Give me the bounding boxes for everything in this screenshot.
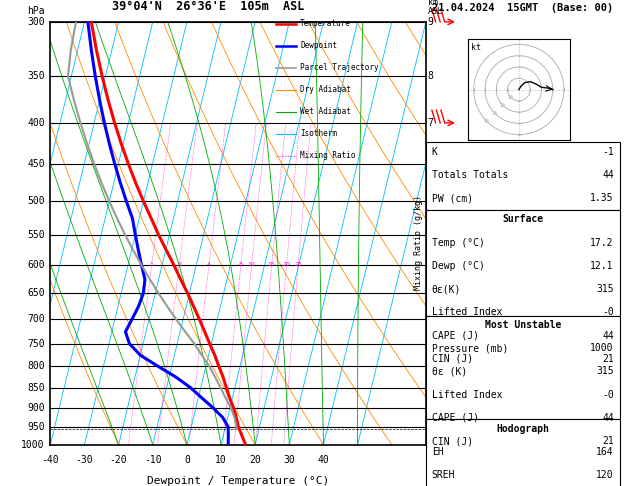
Text: 9: 9 <box>428 17 433 27</box>
Text: 5: 5 <box>428 196 433 206</box>
Text: Hodograph: Hodograph <box>496 424 549 434</box>
Text: 4: 4 <box>207 262 211 267</box>
Text: Mixing Ratio (g/kg): Mixing Ratio (g/kg) <box>414 195 423 291</box>
Text: Lifted Index: Lifted Index <box>431 390 502 399</box>
Text: Most Unstable: Most Unstable <box>484 320 561 330</box>
Text: 17.2: 17.2 <box>590 238 614 247</box>
Text: 700: 700 <box>27 314 45 325</box>
Text: 10: 10 <box>215 455 227 465</box>
Text: 25: 25 <box>294 262 302 267</box>
Text: 900: 900 <box>27 403 45 413</box>
Text: 20: 20 <box>282 262 290 267</box>
Text: 3: 3 <box>428 288 433 298</box>
Text: 10: 10 <box>508 95 514 100</box>
Text: 550: 550 <box>27 230 45 240</box>
Text: 400: 400 <box>27 118 45 128</box>
Text: Totals Totals: Totals Totals <box>431 170 508 180</box>
Text: 21: 21 <box>602 354 614 364</box>
Text: Dry Adiabat: Dry Adiabat <box>300 86 351 94</box>
Text: Mixing Ratio: Mixing Ratio <box>300 152 355 160</box>
Text: 15: 15 <box>268 262 276 267</box>
Text: 30: 30 <box>284 455 295 465</box>
Text: Parcel Trajectory: Parcel Trajectory <box>300 64 379 72</box>
Text: 21: 21 <box>602 436 614 446</box>
Text: Temp (°C): Temp (°C) <box>431 238 484 247</box>
Text: K: K <box>431 147 438 156</box>
Text: -0: -0 <box>602 390 614 399</box>
Text: -0: -0 <box>602 307 614 317</box>
Text: 39°04'N  26°36'E  105m  ASL: 39°04'N 26°36'E 105m ASL <box>112 0 304 14</box>
Text: 20: 20 <box>249 455 261 465</box>
Text: -20: -20 <box>110 455 128 465</box>
Text: θε (K): θε (K) <box>431 366 467 377</box>
Text: 1: 1 <box>150 262 153 267</box>
Text: 21.04.2024  15GMT  (Base: 00): 21.04.2024 15GMT (Base: 00) <box>432 3 613 14</box>
Text: -40: -40 <box>42 455 59 465</box>
Text: Isotherm: Isotherm <box>300 129 337 139</box>
Text: Pressure (mb): Pressure (mb) <box>431 343 508 353</box>
FancyBboxPatch shape <box>426 419 620 486</box>
Text: 0: 0 <box>184 455 190 465</box>
Text: 1000: 1000 <box>21 440 45 450</box>
FancyBboxPatch shape <box>426 142 620 210</box>
Text: 450: 450 <box>27 159 45 169</box>
Text: 44: 44 <box>602 413 614 423</box>
Text: 950: 950 <box>27 422 45 432</box>
Text: CAPE (J): CAPE (J) <box>431 330 479 341</box>
Text: LCL: LCL <box>428 425 443 434</box>
Text: CAPE (J): CAPE (J) <box>431 413 479 423</box>
Text: 315: 315 <box>596 366 614 377</box>
Text: 350: 350 <box>27 71 45 81</box>
Text: Dewpoint / Temperature (°C): Dewpoint / Temperature (°C) <box>147 476 329 486</box>
Text: Dewpoint: Dewpoint <box>300 41 337 51</box>
Text: 650: 650 <box>27 288 45 298</box>
Text: 8: 8 <box>239 262 243 267</box>
Text: 750: 750 <box>27 339 45 348</box>
Text: 1.35: 1.35 <box>590 193 614 203</box>
Text: 164: 164 <box>596 447 614 457</box>
Text: PW (cm): PW (cm) <box>431 193 473 203</box>
Text: 44: 44 <box>602 330 614 341</box>
Text: 850: 850 <box>27 382 45 393</box>
Text: kt: kt <box>471 43 481 52</box>
Text: Wet Adiabat: Wet Adiabat <box>300 107 351 117</box>
Text: Lifted Index: Lifted Index <box>431 307 502 317</box>
Text: 6: 6 <box>428 159 433 169</box>
Text: 4: 4 <box>428 260 433 270</box>
Text: 1: 1 <box>428 382 433 393</box>
Text: 800: 800 <box>27 361 45 371</box>
Text: 7: 7 <box>428 118 433 128</box>
Text: 44: 44 <box>602 170 614 180</box>
Text: CIN (J): CIN (J) <box>431 354 473 364</box>
Text: 500: 500 <box>27 196 45 206</box>
Text: -1: -1 <box>602 147 614 156</box>
Text: Surface: Surface <box>502 214 543 224</box>
Text: -10: -10 <box>144 455 162 465</box>
Text: SREH: SREH <box>431 470 455 480</box>
Text: 40: 40 <box>484 120 489 124</box>
Text: Temperature: Temperature <box>300 19 351 29</box>
Text: 2: 2 <box>428 339 433 348</box>
Text: CIN (J): CIN (J) <box>431 436 473 446</box>
Text: 315: 315 <box>596 284 614 294</box>
FancyBboxPatch shape <box>426 210 620 316</box>
Text: θε(K): θε(K) <box>431 284 461 294</box>
Text: -30: -30 <box>75 455 93 465</box>
Text: km
ASL: km ASL <box>428 0 443 16</box>
Text: 600: 600 <box>27 260 45 270</box>
Text: 300: 300 <box>27 17 45 27</box>
Text: 30: 30 <box>492 111 498 116</box>
Text: 10: 10 <box>248 262 255 267</box>
Text: 20: 20 <box>500 103 506 108</box>
FancyBboxPatch shape <box>426 316 620 419</box>
Text: EH: EH <box>431 447 443 457</box>
Text: 8: 8 <box>428 71 433 81</box>
Text: 40: 40 <box>318 455 330 465</box>
Text: 12.1: 12.1 <box>590 261 614 271</box>
Text: 1000: 1000 <box>590 343 614 353</box>
Text: 120: 120 <box>596 470 614 480</box>
Text: hPa: hPa <box>27 5 45 16</box>
Text: 2: 2 <box>177 262 181 267</box>
Text: Dewp (°C): Dewp (°C) <box>431 261 484 271</box>
